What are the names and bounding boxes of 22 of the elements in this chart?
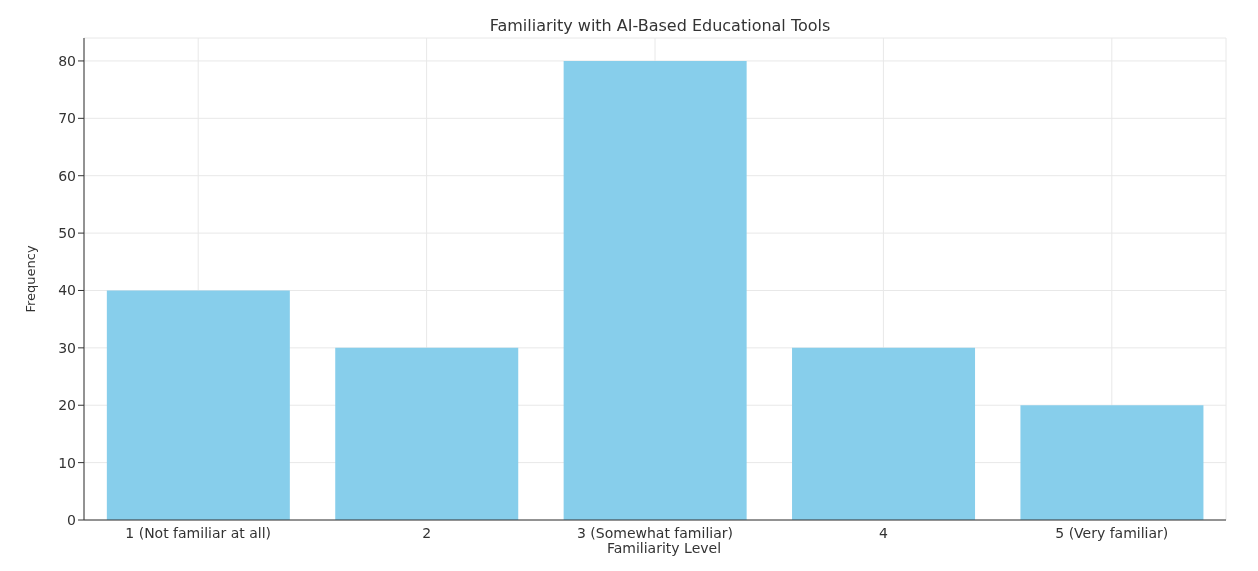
y-tick-label: 70 [58,110,76,127]
bar [792,347,976,520]
y-tick-label: 10 [58,454,76,471]
y-axis-title: Frequency [22,245,38,313]
x-axis-title: Familiarity Level [605,540,723,556]
x-tick-label: 2 [422,524,432,541]
bar [563,60,747,520]
x-tick-label: 5 (Very familiar) [1055,524,1169,541]
y-tick-label: 20 [58,397,76,414]
bar [106,290,290,520]
y-tick-label: 30 [58,339,76,356]
x-tick-label: 1 (Not familiar at all) [125,524,272,541]
y-tick-label: 0 [67,511,76,528]
y-tick-label: 80 [58,52,76,69]
bar [1020,405,1204,520]
y-tick-label: 50 [58,225,76,242]
chart-title: Familiarity with AI-Based Educational Tools [488,16,832,35]
y-tick-label: 60 [58,167,76,184]
x-tick-label: 4 [878,524,888,541]
bar [335,347,519,520]
x-tick-label: 3 (Somewhat familiar) [577,524,733,541]
y-tick-label: 40 [58,282,76,299]
